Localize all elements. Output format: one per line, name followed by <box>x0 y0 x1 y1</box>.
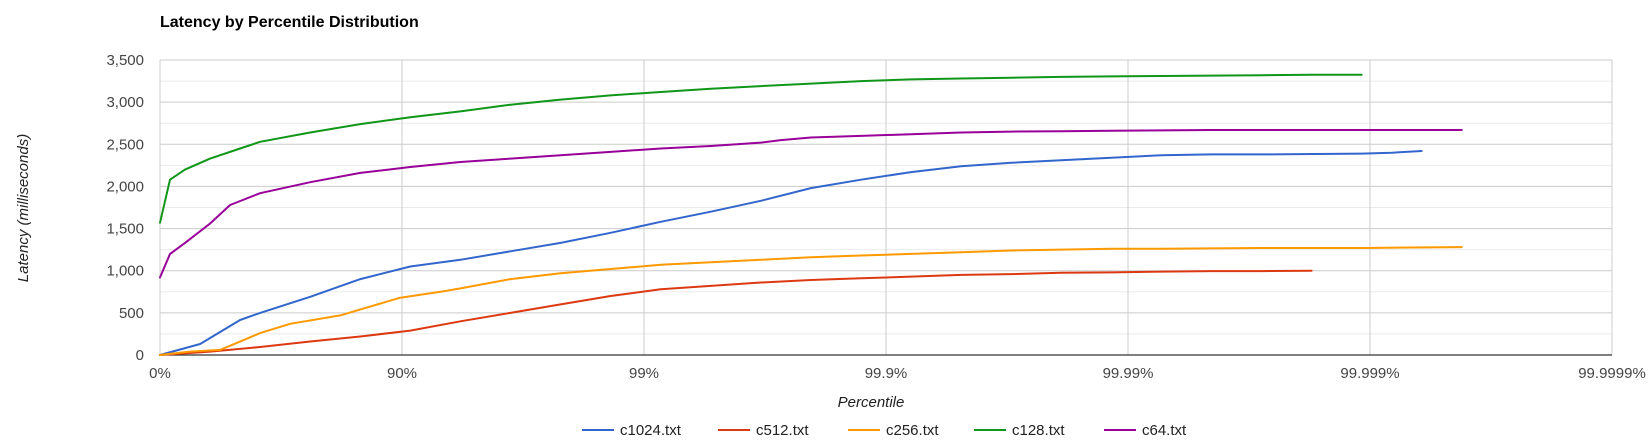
legend-item[interactable]: c1024.txt <box>582 422 682 439</box>
legend-item[interactable]: c128.txt <box>974 422 1065 439</box>
legend-label: c64.txt <box>1142 422 1187 439</box>
grid-layer <box>159 59 1613 356</box>
legend: c1024.txt c512.txt c256.txt c128.txt c64.txt <box>582 422 1187 439</box>
x-axis-title: Percentile <box>838 394 905 411</box>
x-tick-label: 99% <box>629 365 659 382</box>
legend-label: c512.txt <box>756 422 809 439</box>
series-line-c512 <box>159 269 1313 356</box>
legend-label: c256.txt <box>886 422 939 439</box>
series-line-c64 <box>159 129 1463 279</box>
y-tick-label: 2,000 <box>106 178 144 195</box>
legend-item[interactable]: c256.txt <box>848 422 939 439</box>
axis-layer: 0 500 1,000 1,500 2,000 2,500 3,000 3,500 0% 90% 9… <box>106 52 1645 382</box>
x-tick-label: 99.99% <box>1103 365 1154 382</box>
legend-label: c128.txt <box>1012 422 1065 439</box>
y-tick-label: 3,000 <box>106 94 144 111</box>
series-line-c256 <box>159 246 1463 356</box>
x-tick-label: 99.9999% <box>1578 365 1646 382</box>
x-tick-label: 99.9% <box>865 365 908 382</box>
legend-label: c1024.txt <box>620 422 682 439</box>
x-tick-label: 90% <box>387 365 417 382</box>
series-line-c1024 <box>159 150 1423 356</box>
x-tick-label: 99.999% <box>1340 365 1399 382</box>
y-axis-title: Latency (milliseconds) <box>15 134 32 282</box>
y-tick-label: 500 <box>119 305 144 322</box>
legend-item[interactable]: c512.txt <box>718 422 809 439</box>
y-tick-label: 3,500 <box>106 52 144 69</box>
series-line-c128 <box>159 73 1363 224</box>
chart-title: Latency by Percentile Distribution <box>160 14 419 31</box>
series-layer <box>159 73 1463 356</box>
legend-item[interactable]: c64.txt <box>1104 422 1187 439</box>
y-tick-label: 1,500 <box>106 221 144 238</box>
y-tick-label: 2,500 <box>106 136 144 153</box>
x-tick-label: 0% <box>149 365 171 382</box>
y-tick-label: 1,000 <box>106 263 144 280</box>
y-tick-label: 0 <box>136 347 144 364</box>
